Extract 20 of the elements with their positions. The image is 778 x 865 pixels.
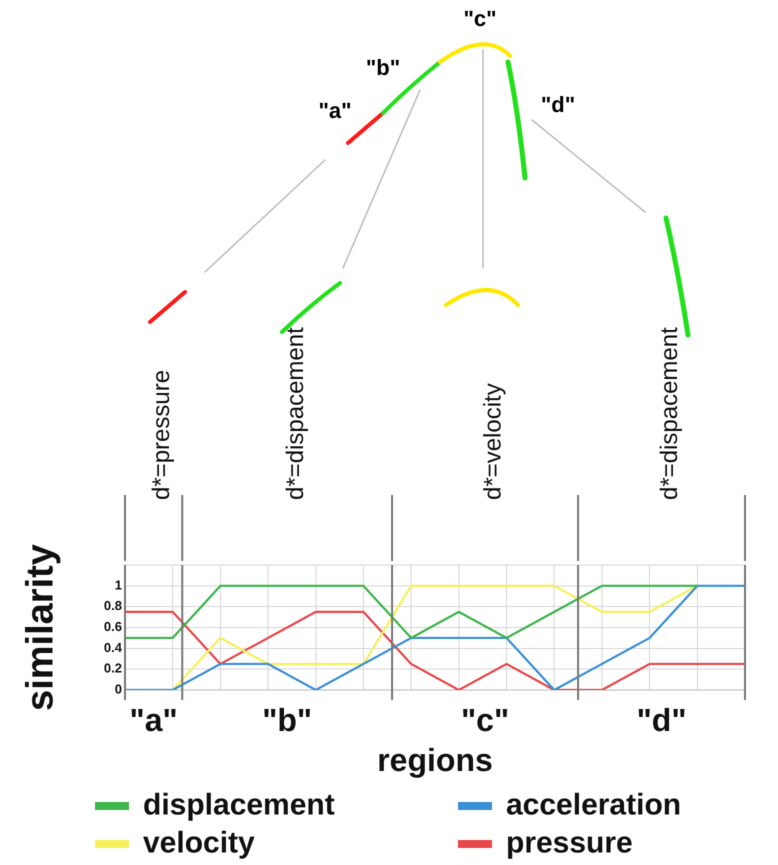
y-tick-label: 0 [114,682,122,697]
x-axis-title: regions [377,742,493,778]
y-tick-label: 1 [114,577,122,592]
text: "b" [262,702,312,738]
text: "c" [461,702,510,738]
y-tick-label: 0.6 [104,619,122,634]
text: d*=dispacement [656,326,684,500]
text: d*=pressure [148,370,176,500]
text: "a" [130,702,178,738]
y-axis-title: similarity [19,544,62,711]
text: "d" [636,702,686,738]
y-tick-label: 0.2 [104,660,122,676]
text: d*=dispacement [282,326,309,500]
legend-label: pressure [506,826,633,860]
legend-label: acceleration [506,788,682,822]
legend-label: displacement [143,788,335,822]
y-tick-label: 0.8 [104,598,122,614]
y-tick-label: 0.4 [104,640,123,655]
text: d*=velocity [480,383,507,500]
legend-label: velocity [143,826,256,860]
